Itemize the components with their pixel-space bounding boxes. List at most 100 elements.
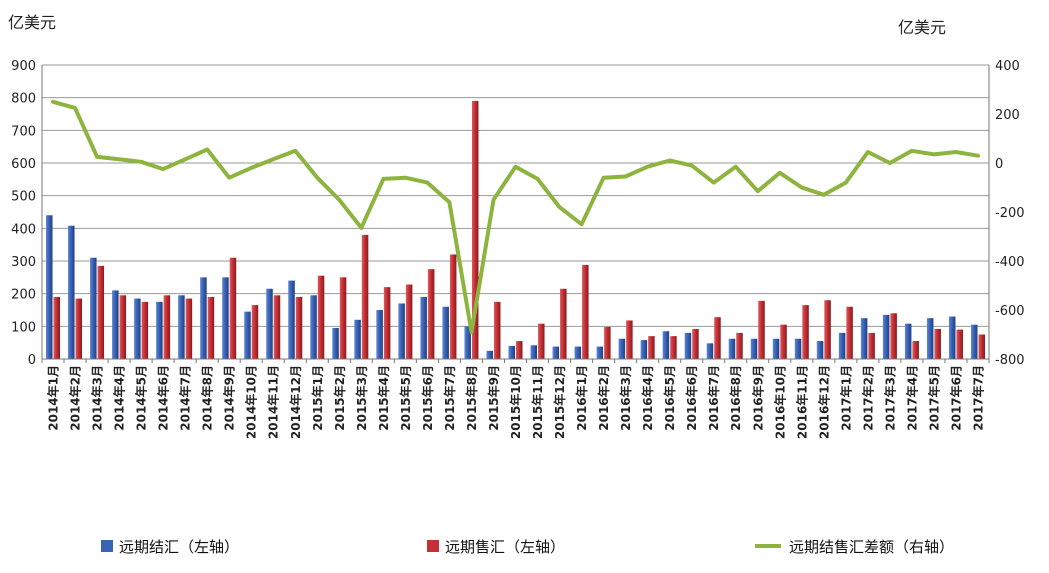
bar-forward-sales <box>119 295 127 359</box>
bar-forward-sales <box>516 341 523 359</box>
left-axis-unit: 亿美元 <box>8 13 57 32</box>
bar-forward-sales <box>53 296 61 359</box>
legend-swatch-red <box>427 540 439 552</box>
left-tick-label: 900 <box>11 59 36 74</box>
left-tick-label: 800 <box>11 92 36 107</box>
bar-forward-settlement <box>596 346 604 359</box>
bar-forward-sales <box>471 100 479 359</box>
bar-forward-sales <box>405 284 413 359</box>
x-tick-label: 2016年10月 <box>772 365 787 439</box>
bar-forward-sales <box>626 320 633 359</box>
bar-forward-sales <box>736 332 743 359</box>
x-tick-label: 2016年11月 <box>794 365 809 439</box>
bar-forward-settlement <box>156 301 163 359</box>
x-tick-label: 2014年10月 <box>244 365 259 439</box>
bar-forward-settlement <box>816 341 824 359</box>
left-tick-label: 0 <box>28 353 36 368</box>
bar-forward-sales <box>538 323 545 359</box>
bar-forward-settlement <box>90 257 97 359</box>
x-tick-label: 2016年2月 <box>596 365 611 431</box>
bar-forward-settlement <box>530 345 538 359</box>
bar-forward-sales <box>780 324 787 359</box>
bar-forward-sales <box>141 301 149 359</box>
x-tick-label: 2014年4月 <box>112 365 127 431</box>
bar-forward-settlement <box>508 345 515 359</box>
bar-forward-settlement <box>200 277 207 359</box>
bar-forward-sales <box>560 288 567 359</box>
bar-forward-sales <box>648 336 655 359</box>
x-tick-label: 2014年12月 <box>288 365 303 439</box>
bar-forward-settlement <box>926 318 934 359</box>
left-tick-label: 600 <box>11 157 36 172</box>
bar-forward-sales <box>207 296 215 359</box>
bar-forward-settlement <box>882 314 890 359</box>
x-tick-label: 2015年9月 <box>486 365 501 431</box>
bar-forward-sales <box>75 298 83 359</box>
bar-forward-sales <box>339 277 347 359</box>
legend-swatch-blue <box>101 540 113 552</box>
bar-forward-settlement <box>442 306 449 359</box>
x-tick-label: 2015年11月 <box>530 365 545 439</box>
bar-forward-settlement <box>134 298 141 359</box>
axes <box>41 65 990 363</box>
x-tick-label: 2014年1月 <box>46 365 61 431</box>
x-tick-label: 2014年5月 <box>134 365 149 431</box>
right-tick-label: -400 <box>995 255 1025 270</box>
bar-forward-settlement <box>464 326 471 359</box>
right-tick-label: -200 <box>995 206 1025 221</box>
bar-forward-settlement <box>574 346 582 359</box>
x-tick-label: 2014年3月 <box>90 365 105 431</box>
x-tick-label: 2017年3月 <box>882 365 897 431</box>
bar-forward-sales <box>824 300 831 359</box>
bar-forward-sales <box>493 301 501 359</box>
left-tick-label: 500 <box>11 190 36 205</box>
bar-forward-sales <box>251 305 259 359</box>
bar-forward-sales <box>802 305 809 359</box>
x-tick-label: 2016年5月 <box>662 365 677 431</box>
bar-forward-sales <box>692 328 699 359</box>
x-tick-label: 2016年9月 <box>750 365 765 431</box>
x-tick-label: 2014年6月 <box>156 365 171 431</box>
bar-forward-settlement <box>970 324 978 359</box>
bar-forward-settlement <box>244 311 251 359</box>
bar-forward-settlement <box>266 288 273 359</box>
bar-forward-settlement <box>112 290 119 359</box>
bar-forward-sales <box>912 341 919 359</box>
bar-forward-settlement <box>750 338 758 359</box>
x-tick-label: 2016年7月 <box>706 365 721 431</box>
x-tick-label: 2015年4月 <box>376 365 391 431</box>
x-tick-label: 2014年2月 <box>68 365 83 431</box>
bar-forward-settlement <box>376 310 383 359</box>
x-tick-label: 2015年7月 <box>442 365 457 431</box>
right-tick-label: 400 <box>995 59 1020 74</box>
series-line-balance <box>51 99 980 335</box>
legend-label-forward-sales: 远期售汇（左轴） <box>445 537 566 556</box>
left-tick-label: 400 <box>11 222 36 237</box>
x-tick-label: 2014年8月 <box>200 365 215 431</box>
x-tick-label: 2016年8月 <box>728 365 743 431</box>
bar-forward-settlement <box>838 332 846 359</box>
bar-forward-sales <box>956 329 963 359</box>
x-tick-label: 2016年1月 <box>574 365 589 431</box>
bar-forward-sales <box>846 306 853 359</box>
x-tick-label: 2016年12月 <box>816 365 831 439</box>
legend-label-forward-settlement: 远期结汇（左轴） <box>119 537 240 556</box>
bar-forward-sales <box>670 336 677 359</box>
tick-labels: 0 100 200 300 400 500 600 700 800 900 -800 -600 -400… <box>11 59 1024 439</box>
x-tick-label: 2016年3月 <box>618 365 633 431</box>
right-tick-label: -600 <box>995 304 1025 319</box>
bar-forward-sales <box>295 296 303 359</box>
left-tick-label: 200 <box>11 288 36 303</box>
bar-forward-settlement <box>222 277 229 359</box>
bar-forward-sales <box>97 265 105 359</box>
gridlines <box>42 64 989 360</box>
left-tick-label: 300 <box>11 255 36 270</box>
bar-forward-sales <box>449 254 457 359</box>
legend-swatch-green-line <box>755 544 781 548</box>
bar-forward-settlement <box>706 343 714 359</box>
legend-item-balance: 远期结售汇差额（右轴） <box>755 534 954 558</box>
bar-forward-sales <box>185 298 193 359</box>
bar-forward-settlement <box>640 340 648 359</box>
x-tick-label: 2016年6月 <box>684 365 699 431</box>
x-tick-label: 2015年10月 <box>508 365 523 439</box>
